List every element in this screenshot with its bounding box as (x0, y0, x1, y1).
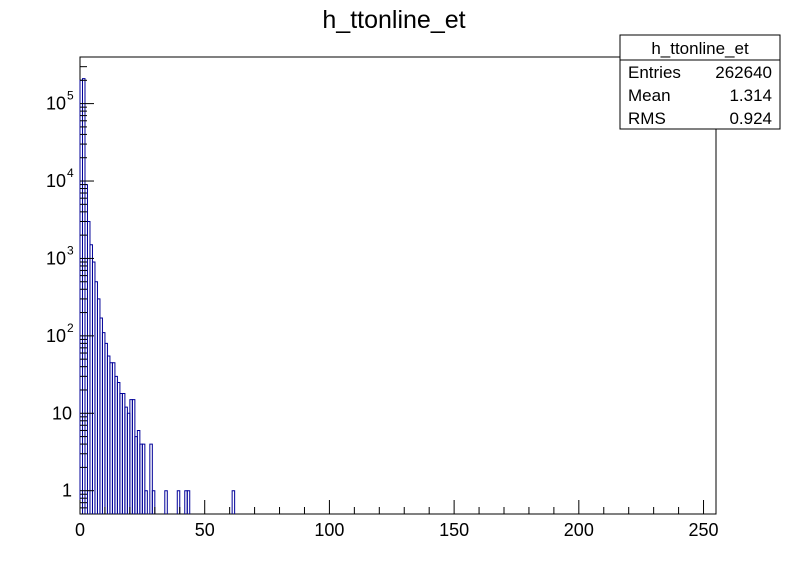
plot-area (79, 56, 717, 515)
stats-box-title: h_ttonline_et (651, 39, 749, 58)
stats-rms-value: 0.924 (729, 109, 772, 128)
histogram-bin (149, 443, 153, 514)
y-tick-mantissa: 10 (46, 248, 66, 268)
histogram-bin (151, 490, 156, 514)
y-tick-exponent: 4 (67, 166, 74, 180)
x-tick-label: 0 (75, 520, 85, 540)
x-tick-label: 100 (314, 520, 344, 540)
y-tick-label: 10 5 (46, 89, 74, 114)
y-tick-exponent: 2 (67, 321, 74, 335)
x-tick-label: 150 (439, 520, 469, 540)
y-tick-mantissa: 10 (46, 326, 66, 346)
stats-entries-label: Entries (628, 63, 681, 82)
histogram-bin (186, 490, 191, 514)
stats-rms-label: RMS (628, 109, 666, 128)
histogram-bin (176, 490, 181, 514)
x-tick-label: 250 (689, 520, 719, 540)
histogram-bin (231, 490, 236, 514)
y-tick-label: 10 3 (46, 243, 74, 268)
x-tick-label: 200 (564, 520, 594, 540)
y-tick-label: 10 2 (46, 321, 74, 346)
histogram-bin (164, 490, 168, 514)
y-tick-label: 10 4 (46, 166, 74, 191)
x-axis: 0 50 100 150 200 250 (75, 500, 719, 540)
y-tick-mantissa: 10 (52, 403, 72, 423)
y-tick-exponent: 5 (67, 89, 74, 103)
y-tick-exponent: 3 (67, 243, 74, 257)
y-tick-label: 10 (52, 403, 72, 423)
x-tick-label: 50 (195, 520, 215, 540)
histogram-bin (144, 490, 148, 514)
chart-title: h_ttonline_et (322, 6, 465, 34)
stats-mean-value: 1.314 (729, 86, 772, 105)
stats-box: h_ttonline_et Entries 262640 Mean 1.314 … (619, 34, 781, 130)
y-tick-mantissa: 10 (46, 171, 66, 191)
stats-box-frame (619, 34, 781, 130)
y-tick-label: 1 (62, 481, 72, 501)
histogram-bin (141, 443, 146, 514)
stats-entries-value: 262640 (715, 63, 772, 82)
y-tick-mantissa: 10 (46, 94, 66, 114)
y-tick-mantissa: 1 (62, 481, 72, 501)
stats-mean-label: Mean (628, 86, 671, 105)
